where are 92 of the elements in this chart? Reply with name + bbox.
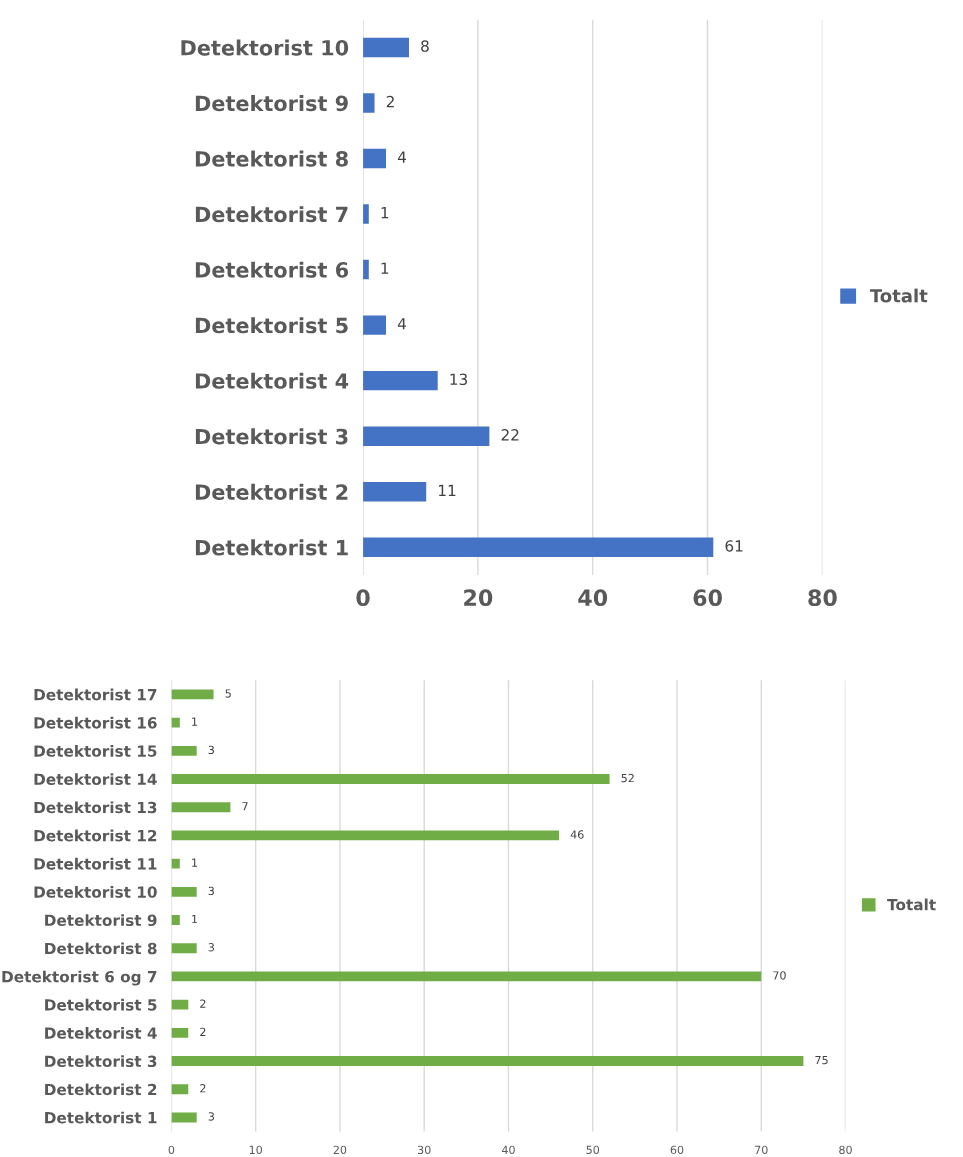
y-tick-label: Detektorist 17 <box>34 688 157 701</box>
bar <box>363 315 387 335</box>
data-label: 2 <box>200 1027 206 1036</box>
x-tick-label: 80 <box>839 1145 852 1155</box>
data-label: 4 <box>397 151 406 163</box>
data-label: 3 <box>208 1112 214 1121</box>
bar <box>363 93 375 113</box>
y-tick-label: Detektorist 4 <box>195 372 349 389</box>
y-tick-label: Detektorist 1 <box>45 1111 157 1124</box>
bar <box>171 858 180 869</box>
y-tick-label: Detektorist 1 <box>195 539 348 556</box>
bar <box>171 774 610 784</box>
data-label: 3 <box>208 745 214 755</box>
bar <box>171 999 189 1010</box>
data-label: 11 <box>439 484 456 496</box>
data-label: 70 <box>773 971 786 980</box>
bar <box>171 689 214 700</box>
data-label: 2 <box>200 999 206 1008</box>
bar <box>171 717 180 728</box>
data-label: 52 <box>621 773 634 783</box>
data-label: 4 <box>397 318 406 330</box>
data-label: 1 <box>192 915 197 924</box>
y-tick-label: Detektorist 8 <box>45 942 157 955</box>
y-tick-label: Detektorist 5 <box>45 998 157 1011</box>
data-label: 1 <box>192 717 197 726</box>
bar <box>171 830 560 841</box>
bar <box>171 1027 189 1038</box>
x-tick-label: 40 <box>578 589 608 607</box>
y-tick-label: Detektorist 12 <box>34 829 157 842</box>
data-label: 61 <box>725 540 743 552</box>
data-label: 1 <box>381 207 389 219</box>
x-tick-label: 70 <box>755 1145 768 1155</box>
x-tick-label: 80 <box>808 589 837 607</box>
y-tick-label: Detektorist 3 <box>45 1055 157 1068</box>
data-label: 1 <box>192 858 197 867</box>
x-tick-label: 0 <box>356 589 370 607</box>
y-tick-label: Detektorist 5 <box>195 317 348 334</box>
bar <box>171 802 231 813</box>
data-label: 5 <box>225 689 231 698</box>
y-tick-label: Detektorist 7 <box>195 206 348 223</box>
bar <box>363 426 490 446</box>
bar <box>171 1056 804 1066</box>
x-tick-label: 40 <box>501 1145 515 1155</box>
y-tick-label: Detektorist 13 <box>34 801 157 814</box>
y-tick-label: Detektorist 9 <box>195 95 348 112</box>
bar <box>171 745 197 756</box>
data-label: 7 <box>242 802 248 811</box>
data-label: 13 <box>450 373 468 386</box>
bar <box>171 915 180 925</box>
bar <box>171 943 197 954</box>
y-tick-label: Detektorist 9 <box>45 914 157 927</box>
data-label: 75 <box>815 1056 828 1065</box>
bar <box>363 482 427 502</box>
data-label: 3 <box>208 943 214 952</box>
x-tick-label: 30 <box>417 1145 431 1155</box>
y-tick-label: Detektorist 15 <box>34 745 157 757</box>
bar <box>171 1112 197 1123</box>
y-tick-label: Detektorist 8 <box>195 150 348 167</box>
y-tick-label: Detektorist 10 <box>181 39 349 56</box>
data-label: 46 <box>570 830 584 839</box>
x-tick-label: 10 <box>249 1145 263 1155</box>
x-tick-label: 60 <box>670 1145 684 1155</box>
bar <box>171 971 762 982</box>
x-tick-label: 20 <box>333 1145 347 1155</box>
y-tick-label: Detektorist 3 <box>195 428 348 445</box>
data-label: 3 <box>208 886 214 896</box>
data-label: 8 <box>421 40 429 52</box>
data-label: 2 <box>200 1084 206 1093</box>
y-tick-label: Detektorist 6 og 7 <box>2 970 157 986</box>
y-tick-label: Detektorist 14 <box>34 773 157 786</box>
x-tick-label: 0 <box>168 1145 175 1155</box>
data-label: 2 <box>386 95 394 108</box>
y-tick-label: Detektorist 16 <box>34 716 157 729</box>
bar <box>363 370 438 391</box>
legend-label: Totalt <box>887 898 936 911</box>
legend-label: Totalt <box>869 288 928 303</box>
data-label: 22 <box>501 429 519 441</box>
y-tick-label: Detektorist 2 <box>45 1083 157 1096</box>
bar <box>171 1084 189 1095</box>
y-tick-label: Detektorist 10 <box>34 886 157 898</box>
bar <box>171 886 197 897</box>
y-tick-label: Detektorist 2 <box>195 483 348 500</box>
bar <box>363 148 387 169</box>
x-tick-label: 20 <box>464 589 493 607</box>
bar <box>363 37 409 58</box>
bar <box>363 537 714 557</box>
y-tick-label: Detektorist 6 <box>195 261 349 278</box>
y-tick-label: Detektorist 11 <box>34 857 157 870</box>
x-tick-label: 50 <box>586 1145 600 1155</box>
x-tick-label: 60 <box>693 589 722 607</box>
data-label: 1 <box>381 262 389 274</box>
y-tick-label: Detektorist 4 <box>45 1027 157 1039</box>
